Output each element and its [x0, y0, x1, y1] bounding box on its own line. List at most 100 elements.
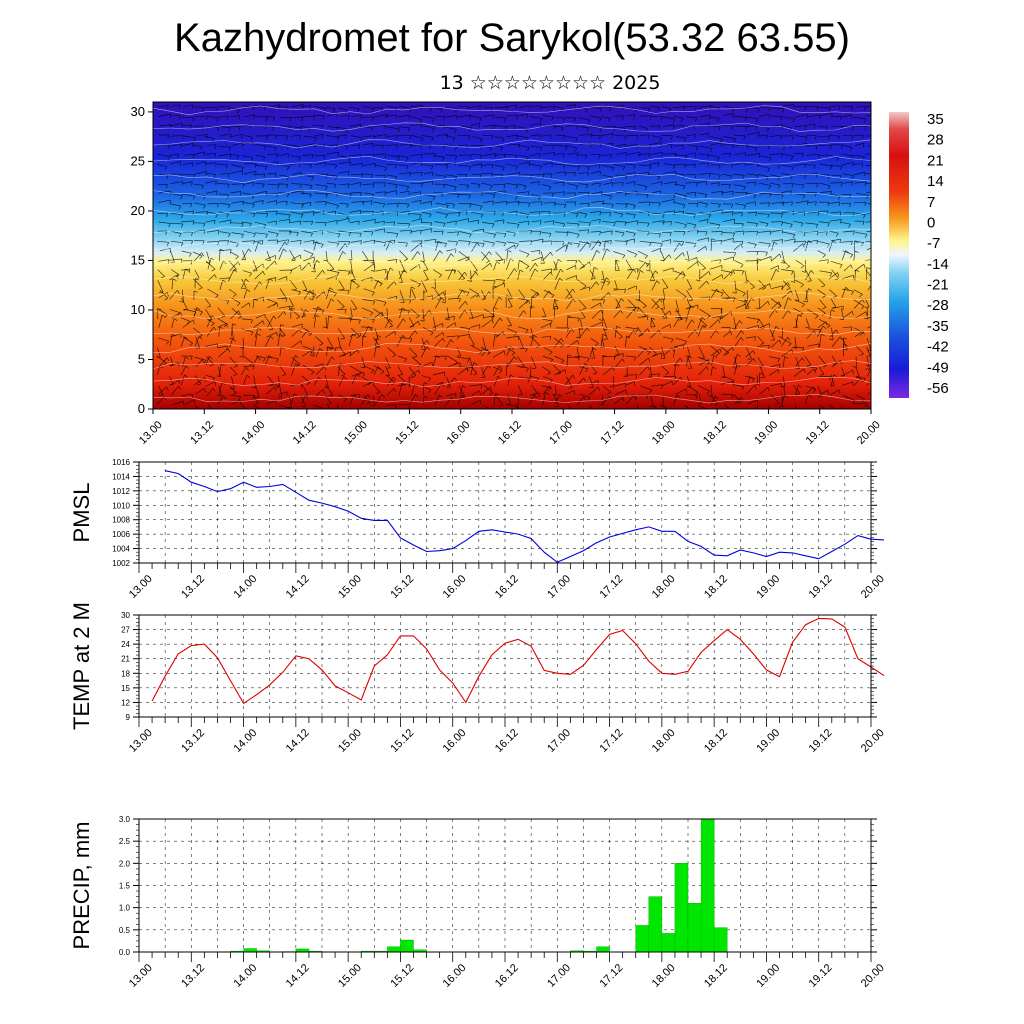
- pmsl-line: [164, 470, 885, 563]
- wind-barb: [171, 318, 175, 328]
- wind-barb-flag: [792, 347, 797, 349]
- wind-barb-flag: [290, 307, 295, 310]
- wind-barb-flag: [633, 233, 636, 237]
- wind-barb-flag: [859, 353, 864, 356]
- x-tick-label: 13.12: [179, 962, 207, 990]
- wind-barb-flag: [706, 280, 709, 285]
- wind-barb: [663, 163, 676, 166]
- wind-barb: [757, 336, 765, 344]
- wind-barb: [519, 240, 532, 242]
- wind-barb-flag: [455, 241, 458, 246]
- heatmap-field: [153, 102, 871, 409]
- x-tick-label: 18.00: [650, 727, 678, 755]
- wind-barb-flag: [313, 116, 315, 121]
- wind-barb: [312, 260, 318, 270]
- wind-barb: [231, 142, 243, 146]
- isotherm-line: [153, 207, 871, 217]
- wind-barb-flag: [394, 164, 398, 169]
- wind-barb-flag: [305, 309, 309, 313]
- wind-barb: [374, 298, 387, 303]
- wind-barb: [721, 393, 734, 396]
- wind-barb-flag: [655, 270, 659, 274]
- wind-barb: [411, 218, 422, 222]
- wind-barb-flag: [859, 293, 863, 298]
- wind-barb-flag: [832, 240, 837, 244]
- colorbar-label: -14: [927, 256, 949, 273]
- wind-barb: [398, 184, 409, 187]
- wind-barb-flag: [804, 174, 807, 179]
- wind-barb-flag: [456, 115, 458, 120]
- wind-barb-flag: [360, 115, 363, 120]
- wind-barb-flag: [640, 270, 644, 273]
- wind-barb: [157, 164, 167, 168]
- wind-barb: [565, 328, 572, 338]
- wind-barb: [158, 357, 168, 368]
- wind-barb: [615, 358, 623, 368]
- wind-barb: [783, 385, 786, 397]
- y-tick-label: 3.0: [119, 815, 131, 824]
- wind-barb: [480, 366, 486, 378]
- wind-barb: [782, 231, 796, 235]
- wind-barb-flag: [301, 117, 304, 122]
- wind-barb-flag: [348, 241, 351, 246]
- wind-barb: [552, 299, 555, 310]
- wind-barb-flag: [419, 119, 423, 123]
- wind-barb-flag: [539, 231, 542, 236]
- wind-barb: [733, 269, 744, 272]
- wind-barb: [206, 315, 213, 328]
- wind-barb: [385, 267, 391, 280]
- wind-barb-flag: [800, 265, 805, 269]
- wind-barb-flag: [863, 264, 866, 269]
- wind-barb: [363, 263, 375, 272]
- wind-barb-flag: [321, 407, 323, 409]
- wind-barb-flag: [694, 134, 696, 139]
- y-tick-label: 15: [121, 684, 130, 693]
- wind-barb: [613, 328, 623, 338]
- wind-barb: [170, 333, 182, 338]
- wind-barb-flag: [634, 254, 638, 258]
- wind-barb: [183, 210, 194, 213]
- wind-barb-flag: [348, 272, 353, 274]
- wind-barb-flag: [226, 115, 229, 120]
- wind-barb: [471, 153, 482, 156]
- wind-barb-flag: [635, 374, 638, 379]
- wind-barb: [255, 355, 266, 359]
- wind-barb: [698, 280, 708, 290]
- x-tick-label: 14.00: [231, 727, 259, 755]
- wind-barb: [663, 171, 677, 174]
- wind-barb: [756, 375, 758, 385]
- wind-barb: [758, 283, 770, 290]
- wind-barb: [758, 250, 768, 253]
- wind-barb-flag: [635, 328, 639, 333]
- wind-barb: [819, 191, 832, 193]
- wind-barb: [422, 308, 425, 322]
- wind-barb: [687, 357, 692, 369]
- wind-barb-flag: [827, 259, 829, 264]
- wind-barb-flag: [851, 291, 854, 295]
- wind-barb: [277, 201, 288, 203]
- wind-barb-flag: [336, 220, 338, 225]
- wind-barb: [866, 337, 871, 351]
- wind-barb: [445, 397, 452, 406]
- wind-barb: [625, 220, 638, 224]
- wind-barb: [301, 125, 311, 129]
- wind-barb: [674, 192, 687, 197]
- wind-barb-flag: [609, 212, 612, 217]
- wind-barb: [434, 221, 446, 224]
- wind-barb: [279, 384, 283, 398]
- wind-barb: [398, 269, 405, 280]
- wind-barb-flag: [173, 318, 178, 321]
- wind-barb-flag: [360, 192, 362, 197]
- wind-barb-flag: [216, 117, 219, 122]
- wind-barb: [543, 201, 556, 204]
- wind-barb: [157, 269, 165, 277]
- wind-barb-flag: [607, 281, 611, 286]
- wind-barb-flag: [547, 372, 551, 375]
- wind-barb: [493, 375, 499, 387]
- wind-barb-flag: [787, 297, 792, 301]
- wind-barb-flag: [177, 153, 179, 158]
- wind-barb-flag: [732, 144, 735, 149]
- wind-barb: [555, 269, 561, 280]
- wind-barb-flag: [491, 173, 494, 178]
